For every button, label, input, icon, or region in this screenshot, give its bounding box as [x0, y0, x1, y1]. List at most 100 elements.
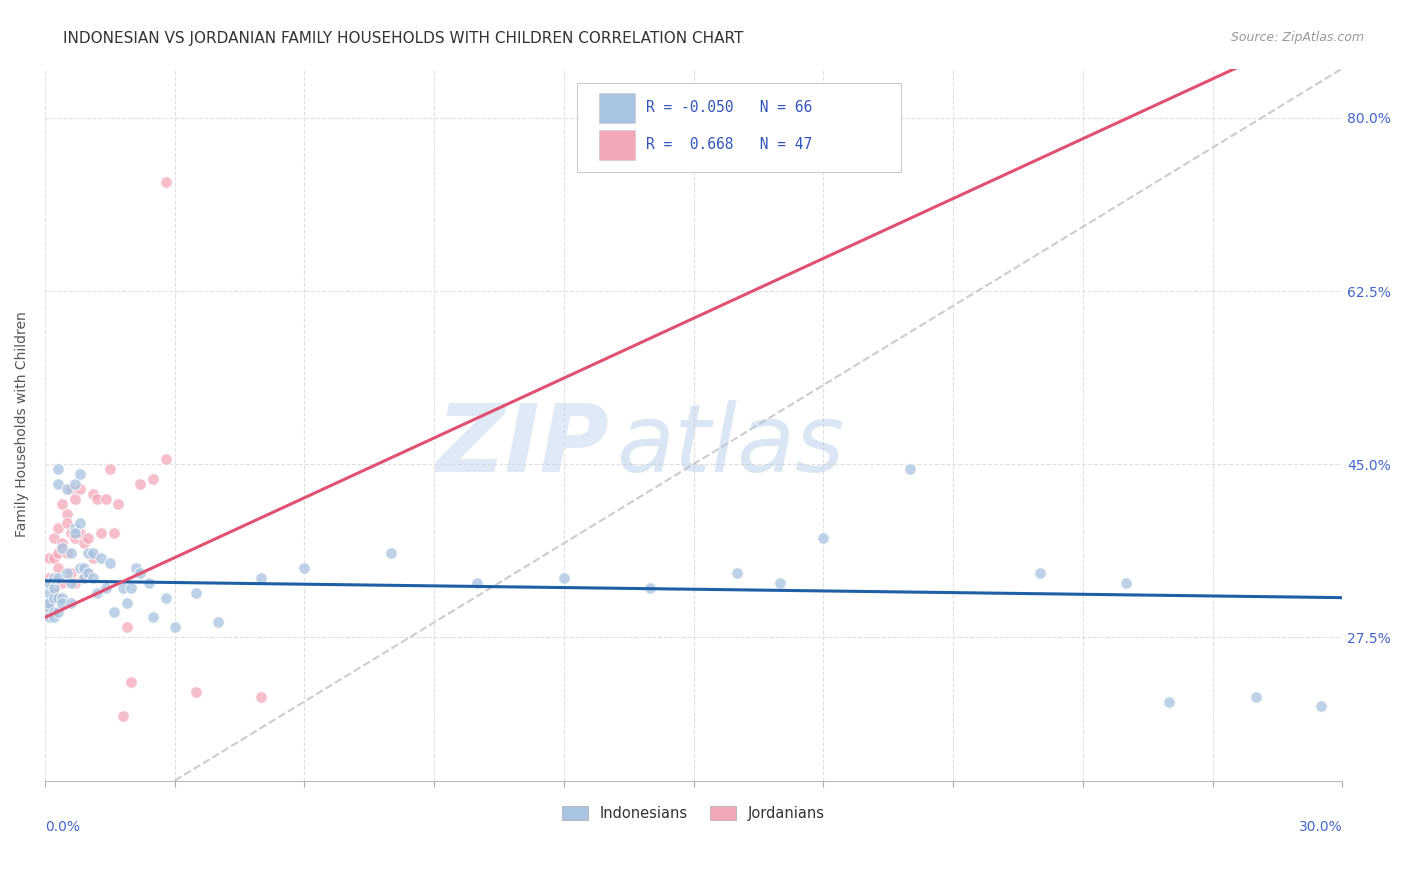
Point: [51, 536, 73, 550]
Point: [69, 482, 91, 496]
Point: [73, 536, 96, 550]
Point: [111, 581, 134, 595]
FancyBboxPatch shape: [576, 83, 901, 172]
Point: [42, 531, 65, 545]
Point: [42, 585, 65, 599]
Point: [59, 546, 82, 560]
Point: [59, 596, 82, 610]
Point: [115, 596, 138, 610]
Point: [120, 674, 142, 689]
Point: [55, 516, 77, 531]
Point: [1244, 690, 1267, 704]
Text: R = -0.050   N = 66: R = -0.050 N = 66: [645, 100, 811, 115]
Point: [46, 546, 69, 560]
Point: [65, 477, 87, 491]
Point: [98, 556, 121, 570]
Point: [163, 620, 186, 634]
Point: [155, 591, 177, 605]
Point: [142, 610, 165, 624]
Point: [103, 606, 125, 620]
Point: [77, 566, 100, 580]
Text: 0.0%: 0.0%: [45, 820, 80, 834]
Point: [207, 615, 229, 630]
Point: [46, 561, 69, 575]
Point: [38, 571, 60, 585]
Y-axis label: Family Households with Children: Family Households with Children: [15, 311, 30, 538]
Point: [111, 709, 134, 723]
Point: [65, 521, 87, 535]
Point: [125, 561, 148, 575]
Text: 30.0%: 30.0%: [1299, 820, 1343, 834]
FancyBboxPatch shape: [599, 93, 636, 122]
Point: [155, 452, 177, 467]
Point: [65, 526, 87, 541]
Point: [51, 497, 73, 511]
Point: [155, 175, 177, 189]
Point: [46, 477, 69, 491]
Point: [77, 566, 100, 580]
Point: [69, 561, 91, 575]
Point: [898, 462, 921, 476]
Point: [138, 575, 160, 590]
Point: [51, 591, 73, 605]
Point: [42, 591, 65, 605]
Point: [77, 531, 100, 545]
Text: atlas: atlas: [616, 401, 844, 491]
Point: [42, 610, 65, 624]
Point: [42, 551, 65, 566]
Point: [77, 546, 100, 560]
Point: [250, 571, 273, 585]
Point: [46, 591, 69, 605]
Point: [46, 462, 69, 476]
Text: ZIP: ZIP: [436, 400, 609, 491]
Point: [73, 571, 96, 585]
Point: [69, 467, 91, 481]
Point: [86, 585, 108, 599]
Point: [51, 541, 73, 556]
Point: [86, 491, 108, 506]
Point: [51, 596, 73, 610]
Point: [73, 571, 96, 585]
Point: [38, 585, 60, 599]
Point: [46, 521, 69, 535]
Point: [129, 566, 152, 580]
Point: [38, 610, 60, 624]
Point: [38, 606, 60, 620]
Point: [98, 462, 121, 476]
Point: [1115, 575, 1137, 590]
Legend: Indonesians, Jordanians: Indonesians, Jordanians: [557, 800, 831, 827]
Point: [65, 575, 87, 590]
Point: [120, 581, 142, 595]
Point: [813, 531, 835, 545]
Point: [38, 596, 60, 610]
Point: [769, 575, 792, 590]
Point: [82, 546, 104, 560]
Point: [42, 606, 65, 620]
Point: [129, 477, 152, 491]
Point: [55, 482, 77, 496]
Point: [59, 526, 82, 541]
Point: [59, 482, 82, 496]
Point: [46, 606, 69, 620]
Point: [82, 487, 104, 501]
Point: [1309, 699, 1331, 714]
Point: [380, 546, 402, 560]
Point: [55, 566, 77, 580]
Point: [42, 581, 65, 595]
Point: [82, 551, 104, 566]
Point: [1159, 694, 1181, 708]
Point: [73, 561, 96, 575]
Point: [65, 531, 87, 545]
Point: [38, 575, 60, 590]
Point: [1028, 566, 1050, 580]
Point: [142, 472, 165, 486]
Point: [38, 600, 60, 615]
Point: [640, 581, 662, 595]
Point: [46, 591, 69, 605]
Point: [42, 606, 65, 620]
Point: [250, 690, 273, 704]
Point: [467, 575, 489, 590]
Point: [51, 575, 73, 590]
Point: [553, 571, 575, 585]
Text: INDONESIAN VS JORDANIAN FAMILY HOUSEHOLDS WITH CHILDREN CORRELATION CHART: INDONESIAN VS JORDANIAN FAMILY HOUSEHOLD…: [63, 31, 744, 46]
